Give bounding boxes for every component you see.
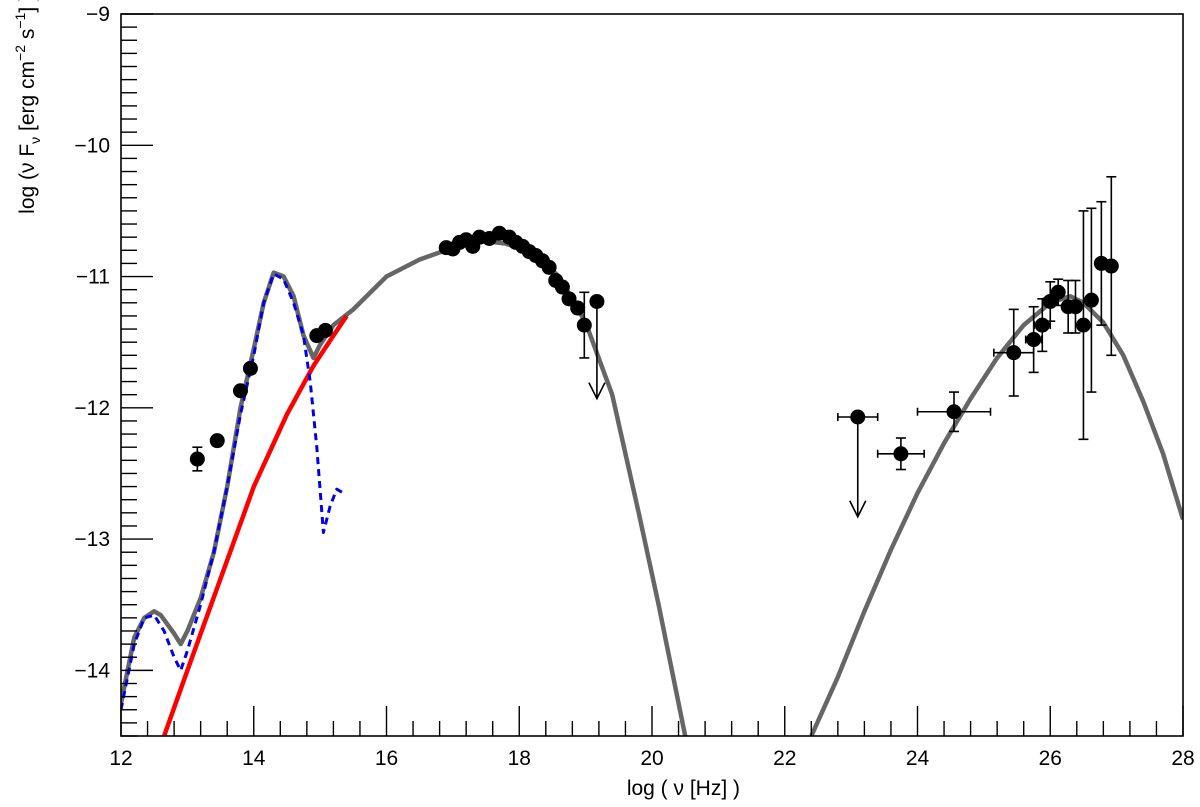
model-curves xyxy=(121,238,1183,736)
y-tick-label: −11 xyxy=(76,266,110,289)
data-point xyxy=(209,433,225,449)
series-line-synchrotron xyxy=(161,314,349,736)
y-tick-label: −9 xyxy=(86,3,110,26)
axis-ticks xyxy=(120,13,1184,737)
upper-limit-arrow-head xyxy=(588,382,606,401)
y-axis-title-sub-nu: ν xyxy=(27,137,43,144)
y-tick-label: −13 xyxy=(74,528,110,551)
y-axis-title: log (ν Fν [erg cm−2 s−1] ) xyxy=(12,0,43,214)
x-tick-label: 22 xyxy=(773,747,796,770)
data-point xyxy=(232,383,248,399)
x-tick-label: 26 xyxy=(1039,747,1062,770)
data-point xyxy=(242,360,258,376)
x-tick-label: 28 xyxy=(1171,747,1194,770)
series-line-host-galaxy xyxy=(121,272,345,710)
series-line-total-model xyxy=(121,238,688,736)
data-point xyxy=(570,300,586,316)
x-tick-label: 14 xyxy=(242,747,266,770)
series-line-total-model-high-energy xyxy=(809,293,1183,736)
data-point xyxy=(1067,299,1083,315)
data-point xyxy=(189,451,205,467)
x-tick-label: 20 xyxy=(640,747,663,770)
data-point xyxy=(541,259,557,275)
data-point xyxy=(1083,292,1099,308)
x-tick-labels: 12 14 16 18 20 22 24 26 28 xyxy=(109,747,1194,770)
y-axis-title-exp-cm: −2 xyxy=(12,45,28,61)
y-axis-title-close: ] ) xyxy=(16,0,39,13)
x-tick-label: 12 xyxy=(109,747,132,770)
y-axis-title-s: s xyxy=(16,29,39,45)
plot-frame xyxy=(120,13,1184,737)
data-point xyxy=(893,446,909,462)
data-point xyxy=(554,279,570,295)
data-point xyxy=(1034,317,1050,333)
data-point xyxy=(317,322,333,338)
data-points xyxy=(189,175,1119,519)
data-point xyxy=(576,317,592,333)
x-tick-label: 18 xyxy=(508,747,531,770)
y-axis-title-exp-s: −1 xyxy=(12,12,28,28)
x-tick-label: 24 xyxy=(906,747,930,770)
x-axis-title: log ( ν [Hz] ) xyxy=(627,777,740,800)
data-point xyxy=(1075,317,1091,333)
upper-limit-arrow-head xyxy=(849,500,867,519)
data-point xyxy=(946,404,962,420)
y-tick-labels: −14 −13 −12 −11 −10 −9 xyxy=(74,3,110,682)
y-axis-title-main: log (ν F xyxy=(16,144,39,214)
y-axis-title-units: [erg cm xyxy=(16,61,39,137)
y-tick-label: −14 xyxy=(74,659,110,682)
data-point xyxy=(1103,258,1119,274)
y-tick-label: −10 xyxy=(74,134,110,157)
data-point xyxy=(1050,284,1066,300)
x-tick-label: 16 xyxy=(375,747,398,770)
data-point xyxy=(1026,332,1042,348)
y-tick-label: −12 xyxy=(74,397,110,420)
data-point xyxy=(1006,345,1022,361)
